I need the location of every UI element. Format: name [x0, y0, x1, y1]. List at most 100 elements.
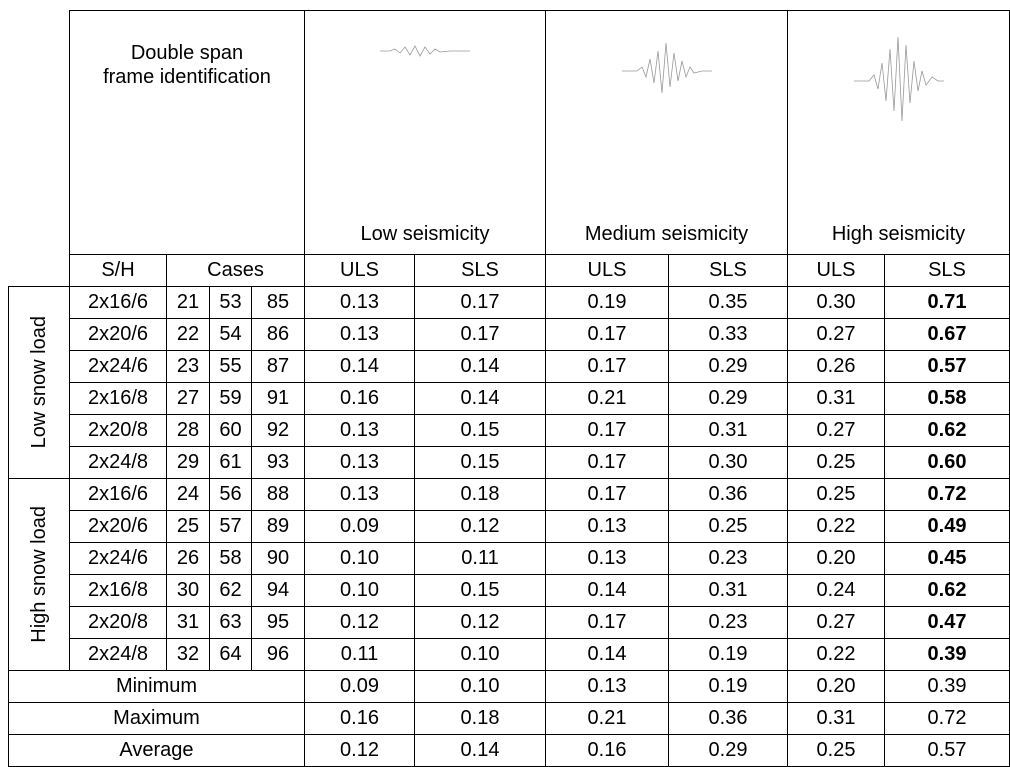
- summary-label: Maximum: [9, 703, 305, 735]
- value-cell: 0.20: [788, 543, 885, 575]
- value-cell: 0.25: [788, 447, 885, 479]
- case-cell: 58: [210, 543, 252, 575]
- value-cell: 0.29: [669, 383, 788, 415]
- case-cell: 90: [252, 543, 305, 575]
- value-cell: 0.31: [669, 415, 788, 447]
- group-label-cell: Low snow load: [9, 287, 70, 479]
- value-cell: 0.13: [305, 447, 415, 479]
- group-label-cell: High snow load: [9, 479, 70, 671]
- value-cell: 0.14: [305, 351, 415, 383]
- summary-value: 0.12: [305, 735, 415, 767]
- value-cell: 0.19: [669, 639, 788, 671]
- case-cell: 85: [252, 287, 305, 319]
- value-cell: 0.11: [415, 543, 546, 575]
- value-cell: 0.17: [546, 319, 669, 351]
- seismicity-label: Medium seismicity: [585, 223, 748, 245]
- value-cell: 0.10: [305, 575, 415, 607]
- value-cell: 0.13: [305, 319, 415, 351]
- value-cell: 0.27: [788, 415, 885, 447]
- value-cell: 0.15: [415, 575, 546, 607]
- limit-header: SLS: [885, 255, 1010, 287]
- summary-value: 0.16: [305, 703, 415, 735]
- value-cell: 0.18: [415, 479, 546, 511]
- header-line: Double span: [70, 41, 304, 65]
- limit-header: SLS: [415, 255, 546, 287]
- case-cell: 24: [167, 479, 210, 511]
- case-cell: 61: [210, 447, 252, 479]
- case-cell: 94: [252, 575, 305, 607]
- value-cell: 0.67: [885, 319, 1010, 351]
- value-cell: 0.49: [885, 511, 1010, 543]
- value-cell: 0.13: [305, 287, 415, 319]
- seismicity-label: Low seismicity: [361, 223, 490, 245]
- subheader-row: S/H Cases ULS SLS ULS SLS ULS SLS: [9, 255, 1010, 287]
- case-cell: 29: [167, 447, 210, 479]
- case-cell: 63: [210, 607, 252, 639]
- case-cell: 22: [167, 319, 210, 351]
- value-cell: 0.13: [305, 479, 415, 511]
- value-cell: 0.17: [546, 415, 669, 447]
- limit-header: ULS: [788, 255, 885, 287]
- value-cell: 0.21: [546, 383, 669, 415]
- case-cell: 64: [210, 639, 252, 671]
- sh-cell: 2x16/8: [70, 575, 167, 607]
- value-cell: 0.24: [788, 575, 885, 607]
- summary-value: 0.18: [415, 703, 546, 735]
- summary-value: 0.39: [885, 671, 1010, 703]
- value-cell: 0.17: [546, 479, 669, 511]
- seismicity-label: High seismicity: [832, 223, 965, 245]
- value-cell: 0.12: [415, 511, 546, 543]
- case-cell: 86: [252, 319, 305, 351]
- case-cell: 93: [252, 447, 305, 479]
- frame-header: Double span frame identification: [70, 11, 305, 255]
- value-cell: 0.62: [885, 415, 1010, 447]
- value-cell: 0.13: [546, 543, 669, 575]
- value-cell: 0.12: [305, 607, 415, 639]
- value-cell: 0.22: [788, 511, 885, 543]
- value-cell: 0.31: [788, 383, 885, 415]
- case-cell: 21: [167, 287, 210, 319]
- summary-value: 0.10: [415, 671, 546, 703]
- case-cell: 26: [167, 543, 210, 575]
- summary-value: 0.25: [788, 735, 885, 767]
- sh-cell: 2x24/8: [70, 639, 167, 671]
- case-cell: 30: [167, 575, 210, 607]
- value-cell: 0.71: [885, 287, 1010, 319]
- case-cell: 91: [252, 383, 305, 415]
- value-cell: 0.27: [788, 607, 885, 639]
- value-cell: 0.26: [788, 351, 885, 383]
- summary-value: 0.57: [885, 735, 1010, 767]
- value-cell: 0.17: [546, 607, 669, 639]
- value-cell: 0.19: [546, 287, 669, 319]
- value-cell: 0.17: [546, 447, 669, 479]
- sh-cell: 2x20/8: [70, 607, 167, 639]
- waveform-icon: [380, 31, 470, 71]
- summary-value: 0.36: [669, 703, 788, 735]
- summary-value: 0.31: [788, 703, 885, 735]
- summary-value: 0.09: [305, 671, 415, 703]
- group-label: High snow load: [29, 506, 49, 643]
- value-cell: 0.30: [788, 287, 885, 319]
- corner: [9, 11, 70, 255]
- value-cell: 0.39: [885, 639, 1010, 671]
- seismicity-header: Low seismicity: [305, 11, 546, 255]
- case-cell: 28: [167, 415, 210, 447]
- value-cell: 0.12: [415, 607, 546, 639]
- value-cell: 0.09: [305, 511, 415, 543]
- value-cell: 0.10: [305, 543, 415, 575]
- value-cell: 0.29: [669, 351, 788, 383]
- summary-label: Average: [9, 735, 305, 767]
- value-cell: 0.45: [885, 543, 1010, 575]
- value-cell: 0.57: [885, 351, 1010, 383]
- case-cell: 56: [210, 479, 252, 511]
